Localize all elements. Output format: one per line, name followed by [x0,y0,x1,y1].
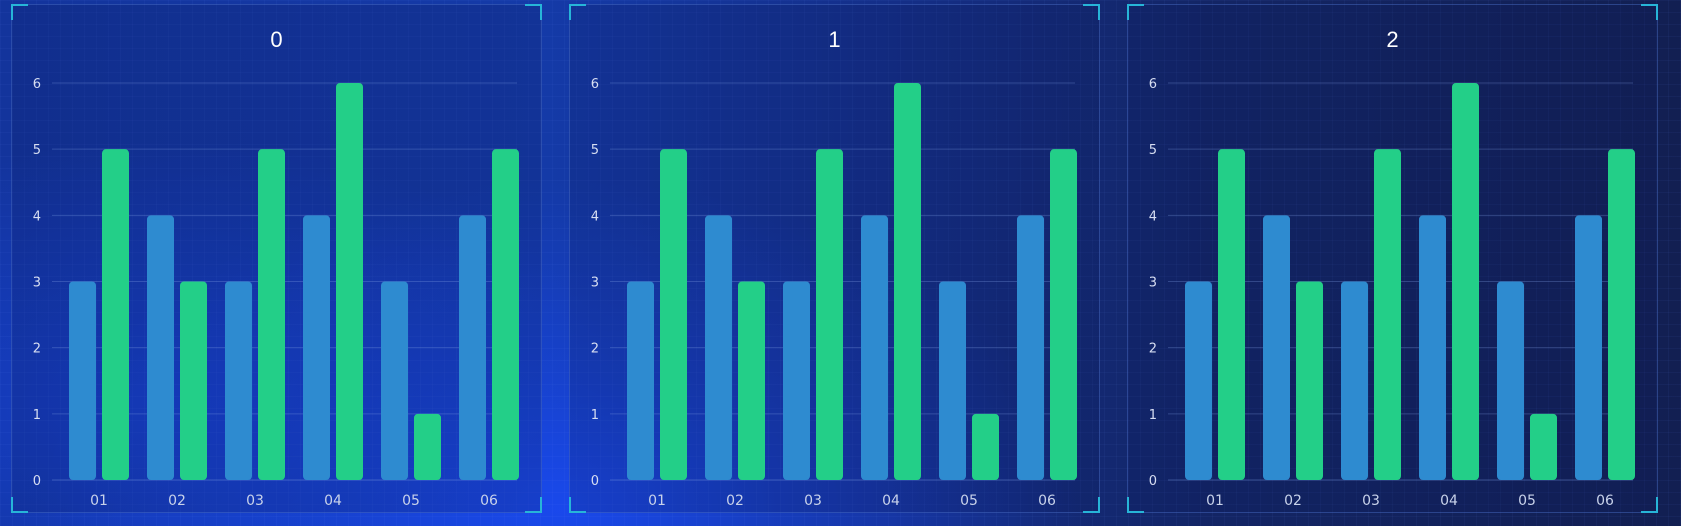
x-tick-label: 02 [1284,493,1302,509]
y-tick-label: 4 [591,209,599,224]
bar-series-1-02 [180,281,207,480]
x-tick-label: 06 [1038,493,1056,509]
frame-corner-top-left [569,4,586,20]
bar-series-1-02 [1296,281,1323,480]
bar-series-1-05 [1530,413,1557,480]
bar-series-0-05 [1497,281,1524,480]
frame-corner-top-left [11,4,28,20]
bar-series-0-04 [1419,215,1446,481]
bar-series-0-06 [1575,215,1602,481]
bar-series-1-06 [1608,149,1635,480]
y-tick-label: 1 [591,408,599,423]
y-tick-label: 2 [33,342,41,357]
bar-series-1-01 [102,149,129,480]
y-tick-label: 1 [1149,408,1157,423]
x-tick-label: 04 [1440,493,1458,509]
bar-series-1-06 [492,149,519,480]
bar-series-0-05 [939,281,966,480]
y-tick-label: 0 [1149,474,1157,489]
x-tick-label: 01 [90,493,108,509]
chart-title: 1 [828,27,841,52]
y-tick-label: 6 [1149,77,1157,92]
bar-series-0-04 [861,215,888,481]
x-tick-label: 05 [402,493,420,509]
y-tick-label: 2 [591,342,599,357]
bar-series-1-03 [816,149,843,480]
frame-corner-bottom-left [11,497,28,513]
bar-series-0-01 [69,281,96,480]
x-tick-label: 03 [246,493,264,509]
bar-series-0-03 [1341,281,1368,480]
y-tick-label: 4 [1149,209,1157,224]
y-tick-label: 3 [33,276,41,291]
frame-corner-top-left [1127,4,1144,20]
bar-series-0-06 [1017,215,1044,481]
bar-series-1-05 [972,413,999,480]
bar-series-0-01 [1185,281,1212,480]
x-tick-label: 05 [1518,493,1536,509]
frame-corner-bottom-right [525,497,542,513]
y-tick-label: 3 [591,276,599,291]
frame-corner-bottom-right [1641,497,1658,513]
y-tick-label: 1 [33,408,41,423]
chart-panel-0: 0 0 1 2 3 4 5 6 01 02 03 04 05 06 [11,4,542,513]
frame-corner-bottom-right [1083,497,1100,513]
y-tick-label: 2 [1149,342,1157,357]
frame-corner-top-right [1083,4,1100,20]
y-tick-label: 3 [1149,276,1157,291]
bar-series-0-03 [225,281,252,480]
x-tick-label: 03 [1362,493,1380,509]
y-tick-label: 6 [591,77,599,92]
chart-panel-2: 2 0 1 2 3 4 5 6 01 02 03 04 05 06 [1127,4,1658,513]
bar-series-0-05 [381,281,408,480]
frame-corner-bottom-left [1127,497,1144,513]
frame-corner-bottom-left [569,497,586,513]
x-tick-label: 04 [882,493,900,509]
bar-series-1-04 [1452,83,1479,480]
bar-series-1-01 [660,149,687,480]
y-tick-label: 0 [591,474,599,489]
y-tick-label: 5 [1149,143,1157,158]
bar-series-1-03 [1374,149,1401,480]
x-tick-label: 01 [1206,493,1224,509]
bar-series-0-04 [303,215,330,481]
x-tick-label: 02 [726,493,744,509]
bar-series-1-01 [1218,149,1245,480]
bar-series-0-01 [627,281,654,480]
frame-corner-top-right [525,4,542,20]
x-tick-label: 04 [324,493,342,509]
bar-series-1-06 [1050,149,1077,480]
y-tick-label: 5 [591,143,599,158]
x-tick-label: 03 [804,493,822,509]
x-tick-label: 06 [480,493,498,509]
y-tick-label: 0 [33,474,41,489]
y-tick-label: 4 [33,209,41,224]
x-tick-label: 06 [1596,493,1614,509]
chart-panel-1: 1 0 1 2 3 4 5 6 01 02 03 04 05 06 [569,4,1100,513]
y-tick-label: 5 [33,143,41,158]
bar-series-1-04 [336,83,363,480]
x-tick-label: 02 [168,493,186,509]
bar-series-1-02 [738,281,765,480]
x-tick-label: 05 [960,493,978,509]
chart-title: 2 [1386,27,1399,52]
bar-series-1-05 [414,413,441,480]
bar-series-1-04 [894,83,921,480]
bar-series-0-02 [705,215,732,481]
bar-series-0-03 [783,281,810,480]
bar-series-1-03 [258,149,285,480]
bar-series-0-02 [147,215,174,481]
y-tick-label: 6 [33,77,41,92]
frame-corner-top-right [1641,4,1658,20]
bar-series-0-06 [459,215,486,481]
x-tick-label: 01 [648,493,666,509]
bar-series-0-02 [1263,215,1290,481]
chart-title: 0 [270,27,283,52]
